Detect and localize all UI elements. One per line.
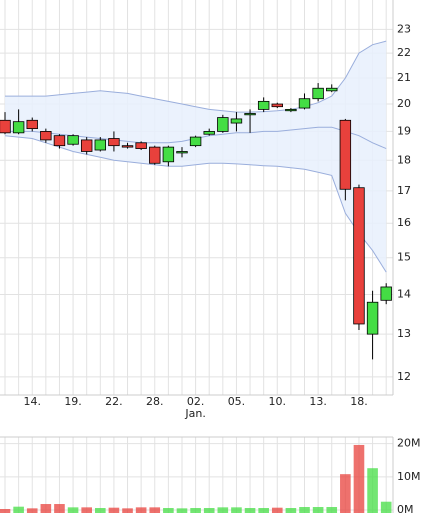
- candle-body: [135, 142, 147, 149]
- candle-body: [366, 301, 379, 335]
- candle-body: [257, 100, 270, 110]
- volume-bar: [67, 507, 79, 513]
- volume-bar: [81, 507, 92, 513]
- volume-bar: [353, 444, 365, 513]
- candle-body: [162, 146, 175, 163]
- volume-bar: [122, 508, 133, 513]
- volume-bar: [176, 508, 188, 513]
- y-tick-label: 12: [397, 370, 411, 383]
- volume-bar: [312, 507, 324, 513]
- y-tick-label: 17: [397, 184, 411, 197]
- x-tick-label: 05.: [228, 395, 246, 408]
- candle-body: [380, 286, 392, 301]
- volume-bar: [244, 508, 256, 513]
- band-area: [5, 41, 387, 273]
- labels: 14. 19. 22. 28. 02.Jan. 05. 10. 13. 18. 12 13 14 15 1…: [23, 22, 420, 513]
- y2-tick-label: 10M: [397, 470, 421, 483]
- x-tick-sublabel: Jan.: [184, 407, 205, 420]
- x-tick-label: 22.: [105, 395, 123, 408]
- volume-bar: [299, 507, 310, 513]
- candle-body: [285, 108, 297, 112]
- volume-bar: [54, 504, 65, 513]
- volume-bar: [163, 508, 174, 513]
- candle-body: [339, 119, 352, 190]
- volume-bar: [149, 507, 161, 513]
- x-tick-label: 18.: [350, 395, 368, 408]
- volume-bar: [380, 501, 392, 513]
- volume-bar: [94, 508, 106, 513]
- y-tick-label: 18: [397, 153, 411, 166]
- candle-body: [0, 119, 11, 134]
- candle-body: [94, 139, 107, 151]
- volume-bar: [190, 508, 201, 513]
- candle-body: [244, 113, 256, 116]
- candle-body: [230, 118, 243, 124]
- x-tick-label: 28.: [146, 395, 164, 408]
- y2-tick-label: 0M: [397, 503, 414, 513]
- y-tick-label: 15: [397, 251, 411, 264]
- y-tick-label: 14: [397, 288, 411, 301]
- y2-tick-label: 20M: [397, 437, 421, 450]
- volume-bar: [231, 507, 242, 513]
- candle-body: [353, 187, 365, 325]
- band-line: [5, 40, 387, 113]
- candle-body: [271, 103, 283, 108]
- x-tick-label: 19.: [64, 395, 82, 408]
- candle-body: [176, 151, 188, 154]
- y-tick-label: 22: [397, 46, 411, 59]
- volume-bar: [340, 474, 351, 513]
- y-tick-label: 20: [397, 97, 411, 110]
- band-line: [4, 135, 387, 273]
- grid: [0, 0, 393, 513]
- candle-body: [40, 131, 52, 141]
- candle-body: [312, 87, 324, 100]
- x-tick-label: 13.: [309, 395, 327, 408]
- volume-bar: [26, 508, 38, 513]
- candle-body: [26, 119, 38, 130]
- volume-bar: [135, 507, 147, 513]
- candle-body: [53, 135, 66, 147]
- volume-bar: [258, 508, 269, 513]
- volume-bar: [217, 507, 229, 513]
- volume-bar: [367, 468, 378, 513]
- candle-body: [121, 145, 134, 148]
- volume-bar: [0, 509, 11, 513]
- x-tick-label: 10.: [269, 395, 287, 408]
- volume-bar: [271, 507, 283, 513]
- y-tick-label: 23: [397, 22, 411, 35]
- candle-body: [217, 117, 229, 132]
- y-tick-label: 19: [397, 124, 411, 137]
- candle-body: [298, 98, 311, 109]
- candle-body: [149, 146, 161, 164]
- candle-body: [67, 135, 79, 145]
- volume-bar: [108, 507, 120, 513]
- candle-body: [80, 139, 93, 152]
- volume-bar: [326, 507, 338, 513]
- volume-bar: [285, 508, 297, 513]
- candle-body: [108, 138, 120, 147]
- volume: [0, 444, 392, 513]
- candle-body: [326, 87, 338, 92]
- volume-bar: [40, 504, 52, 513]
- candles: [0, 83, 392, 360]
- x-tick-label: 14.: [23, 395, 41, 408]
- volume-bar: [203, 508, 215, 513]
- x-tick-label: 02.: [187, 395, 205, 408]
- y-tick-label: 16: [397, 216, 411, 229]
- y-tick-label: 13: [397, 327, 411, 340]
- candle-body: [189, 136, 202, 147]
- candle-body: [203, 131, 215, 135]
- candle-body: [12, 121, 25, 134]
- volume-bar: [13, 506, 24, 513]
- y-tick-label: 21: [397, 71, 411, 84]
